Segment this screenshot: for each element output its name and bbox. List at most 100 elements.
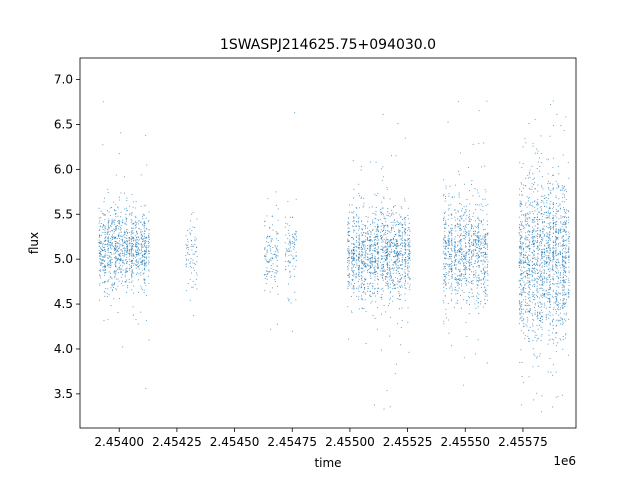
data-point: [476, 204, 478, 206]
data-point: [185, 254, 187, 256]
data-point: [375, 218, 377, 220]
data-point: [447, 239, 449, 242]
data-point: [470, 251, 473, 253]
data-point: [466, 268, 468, 270]
data-point: [458, 287, 460, 289]
data-point: [533, 295, 535, 297]
data-point: [552, 232, 554, 234]
data-point: [443, 286, 445, 288]
data-point: [543, 225, 545, 227]
data-point: [548, 329, 550, 331]
data-point: [449, 185, 451, 187]
data-point: [453, 264, 455, 267]
data-point: [523, 255, 525, 257]
data-point: [562, 284, 564, 286]
data-point: [561, 265, 564, 267]
data-point: [460, 279, 463, 282]
data-point: [363, 280, 365, 283]
data-point: [550, 200, 552, 203]
data-point: [126, 253, 128, 255]
data-point: [377, 264, 379, 267]
data-point: [130, 264, 132, 267]
data-point: [131, 245, 133, 248]
data-point: [534, 258, 536, 260]
data-point: [445, 283, 447, 285]
data-point: [359, 285, 361, 287]
data-point: [444, 227, 446, 229]
data-point: [557, 304, 559, 306]
data-point: [404, 137, 406, 139]
data-point: [549, 298, 551, 300]
data-point: [120, 260, 122, 262]
data-point: [285, 222, 287, 224]
data-point: [189, 254, 191, 256]
data-point: [102, 246, 104, 248]
data-point: [398, 257, 400, 259]
data-point: [471, 256, 473, 258]
data-point: [527, 310, 529, 312]
data-point: [524, 259, 526, 261]
data-point: [559, 252, 561, 254]
data-point: [128, 264, 130, 266]
data-point: [461, 283, 463, 285]
data-point: [195, 272, 197, 274]
data-point: [132, 254, 134, 257]
data-point: [145, 261, 147, 263]
data-point: [538, 277, 541, 279]
data-point: [520, 201, 522, 203]
data-point: [533, 228, 535, 230]
data-point: [362, 252, 364, 254]
data-point: [109, 265, 112, 267]
data-point: [465, 210, 467, 213]
data-point: [287, 200, 289, 202]
data-point: [476, 189, 478, 191]
data-point: [558, 230, 560, 232]
data-point: [548, 334, 550, 336]
data-point: [124, 222, 126, 224]
data-point: [478, 256, 480, 258]
data-point: [531, 221, 533, 223]
data-point: [407, 307, 409, 309]
data-point: [373, 404, 376, 406]
data-point: [360, 197, 362, 199]
data-point: [143, 261, 145, 263]
data-point: [531, 165, 533, 167]
data-point: [532, 178, 534, 180]
data-point: [451, 229, 453, 231]
data-point: [560, 217, 562, 219]
data-point: [546, 251, 548, 253]
data-point: [293, 246, 296, 248]
data-point: [367, 253, 369, 255]
data-point: [549, 275, 551, 277]
data-point: [407, 230, 409, 232]
data-point: [363, 308, 365, 310]
data-point: [444, 200, 446, 202]
data-point: [396, 239, 398, 241]
data-point: [477, 284, 479, 286]
data-point: [109, 246, 111, 248]
data-point: [389, 316, 392, 318]
data-point: [445, 263, 447, 265]
data-point: [365, 293, 367, 295]
data-point: [528, 234, 530, 236]
data-point: [562, 196, 564, 198]
data-point: [136, 263, 138, 266]
data-point: [528, 224, 530, 226]
data-point: [454, 286, 456, 288]
data-point: [373, 273, 375, 275]
data-point: [480, 241, 482, 243]
data-point: [385, 240, 387, 242]
data-point: [390, 259, 392, 261]
data-point: [534, 273, 536, 275]
data-point: [528, 249, 531, 251]
data-point: [540, 162, 542, 164]
data-point: [548, 187, 550, 189]
data-point: [475, 244, 478, 246]
data-point: [407, 241, 409, 243]
data-point: [113, 220, 115, 222]
data-point: [293, 275, 296, 277]
data-point: [554, 241, 556, 243]
data-point: [386, 252, 388, 254]
data-point: [368, 239, 371, 241]
data-point: [288, 298, 290, 301]
